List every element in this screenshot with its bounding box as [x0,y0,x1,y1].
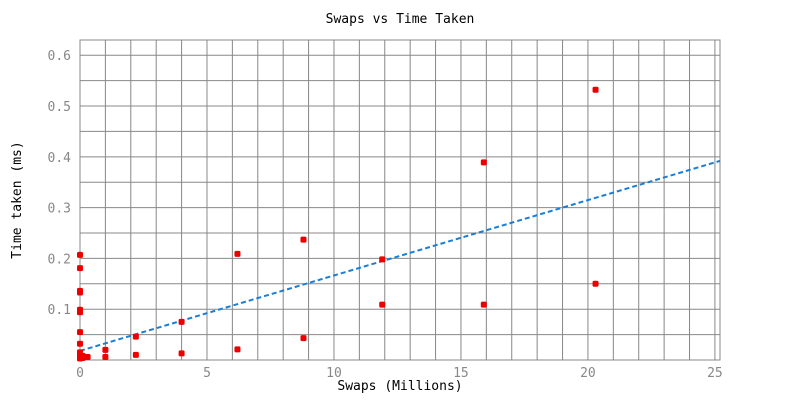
y-tick-label: 0.4 [48,151,72,166]
plot-border [79,39,721,361]
data-point [480,301,487,308]
data-point [300,335,307,342]
data-point [234,250,241,257]
y-tick-label: 0.5 [48,100,71,115]
data-point [379,301,386,308]
data-point [77,289,83,296]
x-tick-label: 20 [580,366,596,381]
data-point [102,346,109,353]
x-tick-label: 10 [326,366,342,381]
trendline [79,159,721,352]
y-axis-ticks: 0.1 0.2 0.3 0.4 0.5 0.6 [48,49,72,318]
data-point [77,309,83,316]
y-tick-label: 0.3 [48,202,71,217]
data-point [77,265,83,272]
trendline-layer [79,159,721,352]
data-point [102,353,109,360]
data-point [77,251,83,258]
data-point [178,350,185,357]
data-point [480,159,487,166]
grid [80,40,720,360]
y-tick-label: 0.2 [48,252,71,267]
data-point [178,318,185,325]
data-points [77,86,599,362]
y-axis-label: Time taken (ms) [10,141,25,258]
x-axis-ticks: 0 5 10 15 20 25 [76,366,723,381]
data-point [77,329,83,336]
data-point [132,333,139,340]
data-point [84,353,91,360]
x-tick-label: 5 [203,366,211,381]
data-point [234,346,241,353]
x-tick-label: 15 [453,366,469,381]
y-tick-label: 0.6 [48,49,71,64]
data-point [592,86,599,93]
data-point [379,256,386,263]
data-point [77,340,83,347]
chart-title: Swaps vs Time Taken [326,12,475,27]
x-tick-label: 25 [707,366,723,381]
data-point [300,236,307,243]
data-point [132,351,139,358]
x-axis-label: Swaps (Millions) [337,379,462,394]
data-point [592,280,599,287]
plot-frame [79,39,721,361]
y-tick-label: 0.1 [48,303,71,318]
x-tick-label: 0 [76,366,84,381]
